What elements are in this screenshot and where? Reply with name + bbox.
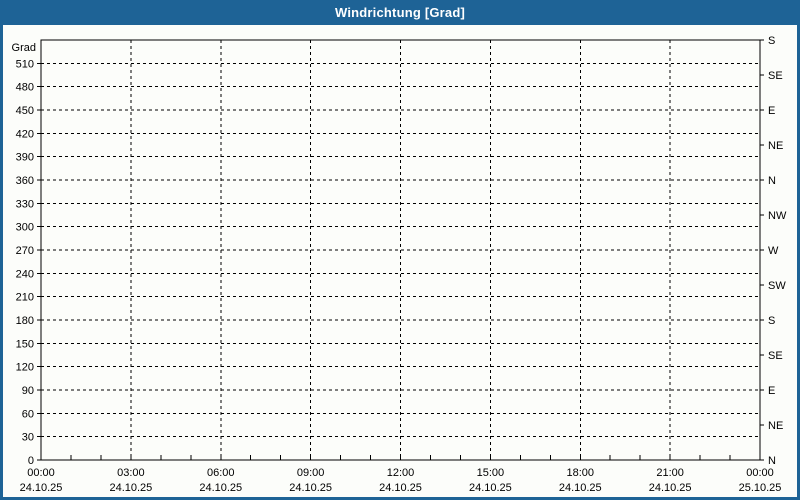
y-axis-tick-label: 480 xyxy=(16,82,34,94)
chart-container: 0 30 60 90 120 150 180 210 240 270 300 330 360 390 420… xyxy=(3,25,797,497)
y-axis-tick-label: 450 xyxy=(16,105,34,117)
x-time-label: 03:00 xyxy=(117,467,145,479)
y-axis-tick-label: 150 xyxy=(16,338,34,350)
wind-direction-chart: 0 30 60 90 120 150 180 210 240 270 300 330 360 390 420… xyxy=(12,35,787,494)
x-time-label: 09:00 xyxy=(297,467,325,479)
x-time-label: 06:00 xyxy=(207,467,235,479)
compass-label: NW xyxy=(768,210,787,222)
x-date-label: 24.10.25 xyxy=(289,482,332,494)
title-bar: Windrichtung [Grad] xyxy=(0,0,800,25)
x-time-label: 12:00 xyxy=(387,467,415,479)
y-axis-tick-label: 30 xyxy=(22,432,34,444)
compass-label: NE xyxy=(768,420,783,432)
compass-label: N xyxy=(768,455,776,467)
x-date-label: 24.10.25 xyxy=(649,482,692,494)
compass-label: NE xyxy=(768,140,783,152)
y-axis-tick-label: 180 xyxy=(16,315,34,327)
compass-label: N xyxy=(768,175,776,187)
plot-border xyxy=(40,39,761,461)
x-time-label: 00:00 xyxy=(27,467,55,479)
compass-label: S xyxy=(768,315,775,327)
compass-label: SW xyxy=(768,280,786,292)
y-axis-tick-label: 330 xyxy=(16,198,34,210)
compass-label: SE xyxy=(768,350,783,362)
x-date-label: 24.10.25 xyxy=(20,482,63,494)
x-time-label: 18:00 xyxy=(566,467,594,479)
y-axis-tick-label: 90 xyxy=(22,385,34,397)
y-axis-title: Grad xyxy=(12,42,36,54)
y-axis-tick-label: 60 xyxy=(22,408,34,420)
compass-label: E xyxy=(768,385,775,397)
y-axis-tick-label: 420 xyxy=(16,128,34,140)
y-axis-tick-label: 0 xyxy=(28,455,34,467)
x-date-label: 25.10.25 xyxy=(739,482,782,494)
x-date-label: 24.10.25 xyxy=(109,482,152,494)
y-axis-tick-label: 390 xyxy=(16,152,34,164)
x-time-label: 21:00 xyxy=(656,467,684,479)
y-axis-tick-label: 300 xyxy=(16,222,34,234)
page-title: Windrichtung [Grad] xyxy=(334,5,466,20)
y-axis-tick-label: 270 xyxy=(16,245,34,257)
compass-label: S xyxy=(768,35,775,47)
y-axis-tick-label: 240 xyxy=(16,268,34,280)
y-axis-tick-label: 210 xyxy=(16,292,34,304)
x-date-label: 24.10.25 xyxy=(379,482,422,494)
x-date-label: 24.10.25 xyxy=(559,482,602,494)
x-time-label: 00:00 xyxy=(746,467,774,479)
y-axis-tick-label: 510 xyxy=(16,58,34,70)
x-date-label: 24.10.25 xyxy=(199,482,242,494)
compass-label: SE xyxy=(768,70,783,82)
x-time-label: 15:00 xyxy=(477,467,505,479)
compass-label: E xyxy=(768,105,775,117)
y-axis-tick-label: 120 xyxy=(16,362,34,374)
y-axis-tick-label: 360 xyxy=(16,175,34,187)
x-date-label: 24.10.25 xyxy=(469,482,512,494)
compass-label: W xyxy=(768,245,779,257)
